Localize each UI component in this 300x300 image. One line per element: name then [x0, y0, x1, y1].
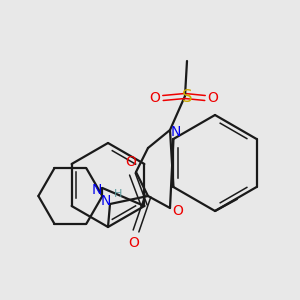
Text: O: O: [129, 236, 140, 250]
Text: N: N: [171, 125, 181, 139]
Text: O: O: [172, 204, 183, 218]
Text: H: H: [114, 189, 122, 199]
Text: N: N: [101, 194, 111, 208]
Text: O: O: [125, 155, 136, 169]
Text: N: N: [91, 183, 102, 197]
Text: O: O: [150, 91, 160, 105]
Text: S: S: [182, 88, 192, 106]
Text: O: O: [208, 91, 218, 105]
